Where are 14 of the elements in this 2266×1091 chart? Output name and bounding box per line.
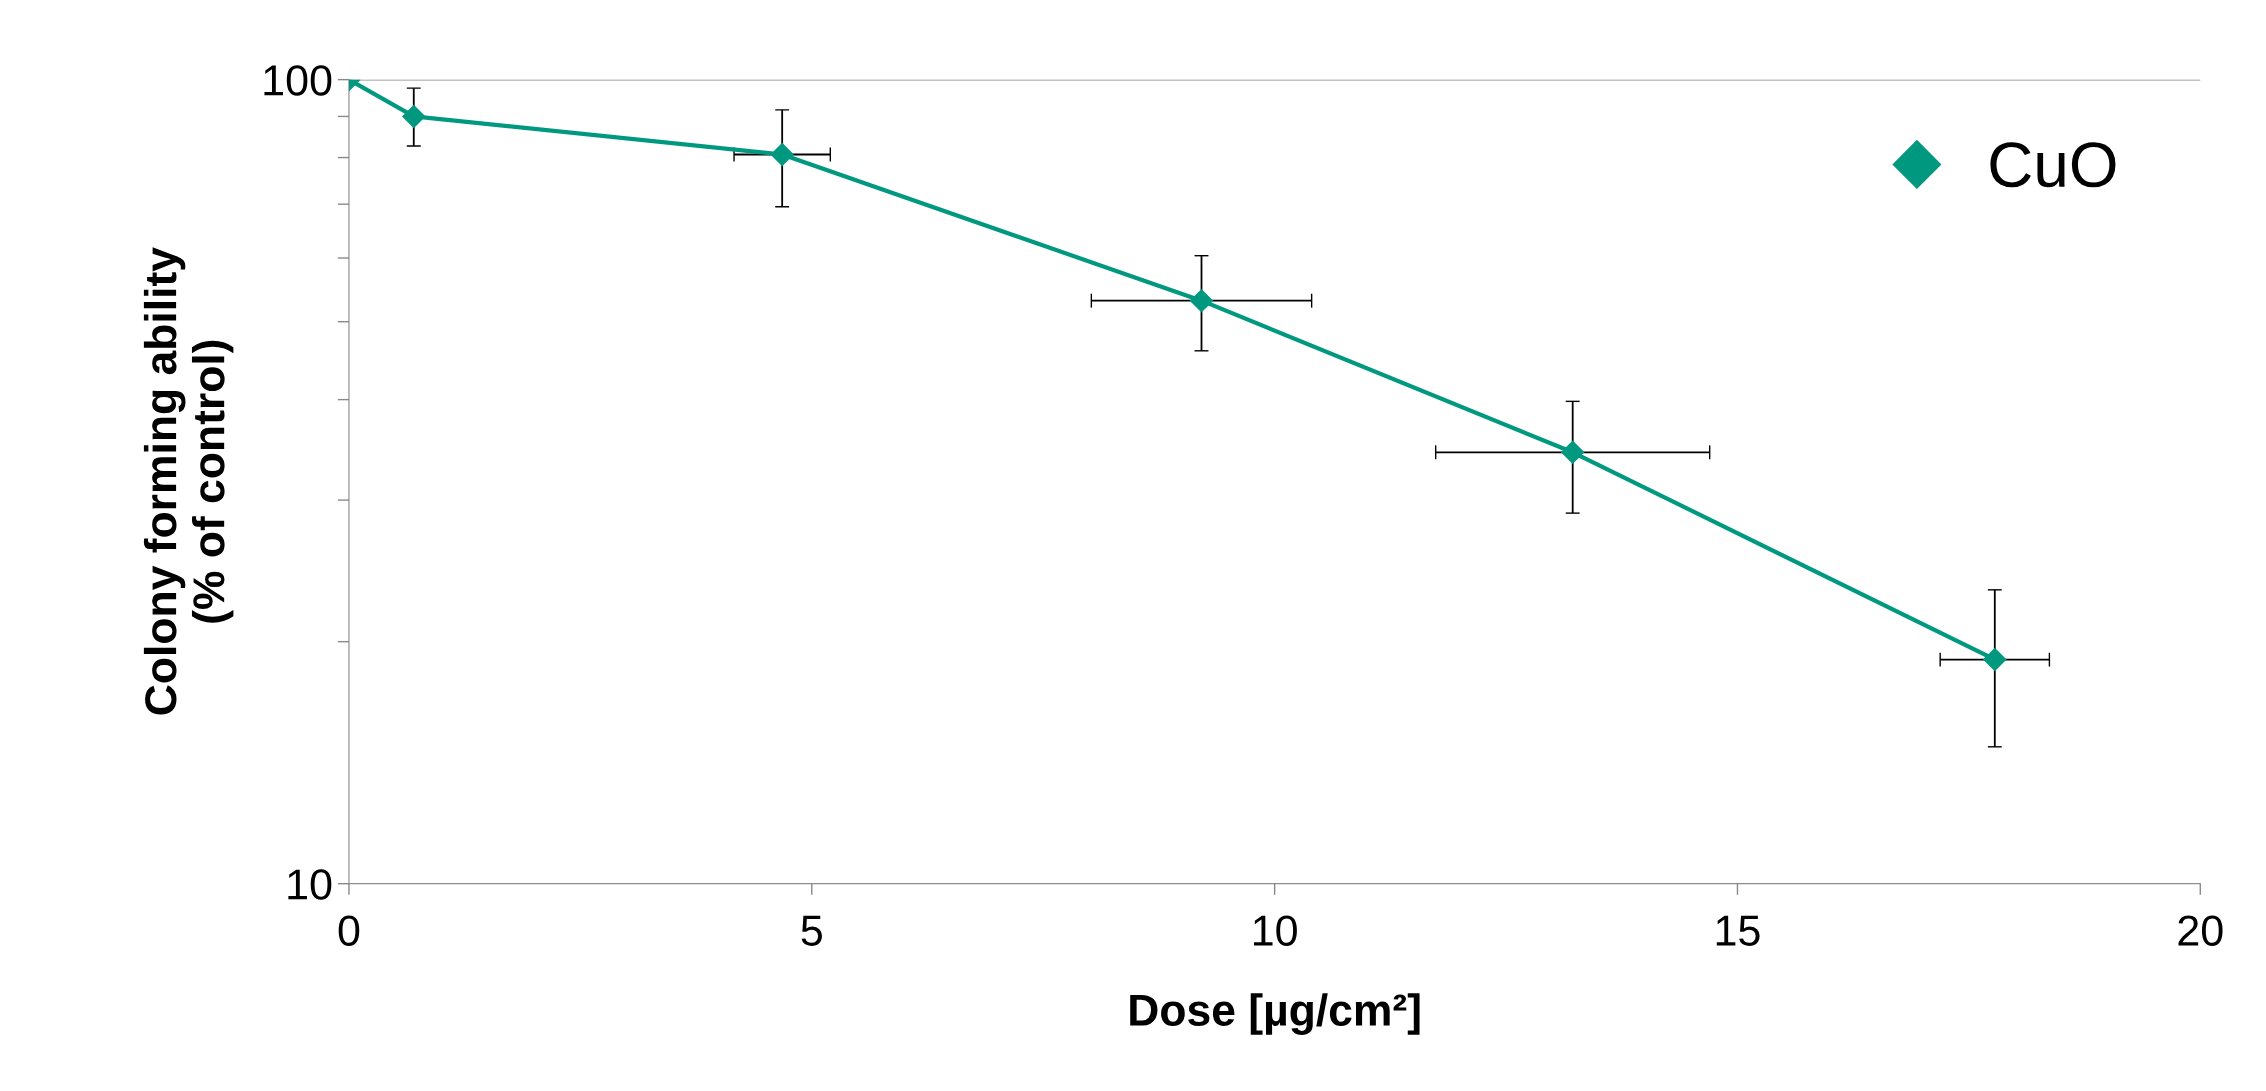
x-tick-label: 5 (801, 915, 822, 946)
y-tick-label: 100 (264, 65, 332, 96)
y-axis-title: Colony forming ability (% of control) (143, 247, 234, 715)
point (1983, 648, 2007, 672)
point (1189, 289, 1213, 313)
point (770, 143, 794, 167)
x-tick-label: 10 (1253, 915, 1297, 946)
x-tick-label: 20 (2178, 915, 2223, 946)
point (402, 104, 426, 128)
x-tick-label: 15 (1716, 915, 1760, 946)
x-tick-label: 0 (338, 915, 360, 946)
point (1561, 440, 1585, 464)
legend-label: CuO (1990, 142, 2116, 188)
x-axis-title: Dose [µg/cm²] (1130, 993, 1420, 1035)
